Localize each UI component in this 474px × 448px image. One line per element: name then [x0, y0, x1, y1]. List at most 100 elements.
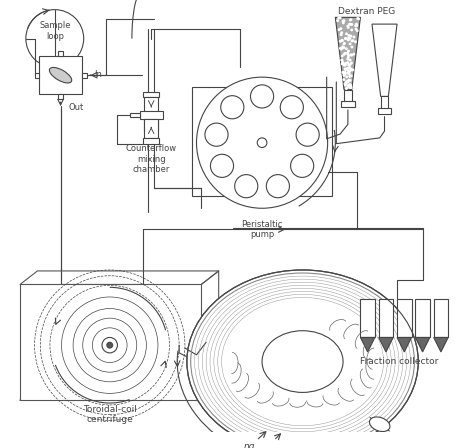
Circle shape [355, 23, 358, 26]
Circle shape [350, 39, 353, 42]
Circle shape [340, 31, 343, 34]
Bar [379, 299, 393, 337]
Circle shape [348, 84, 351, 86]
Circle shape [341, 55, 344, 57]
Circle shape [296, 123, 319, 146]
Circle shape [343, 43, 346, 45]
Circle shape [344, 71, 346, 74]
Circle shape [342, 72, 345, 74]
Circle shape [349, 18, 352, 21]
Circle shape [352, 53, 355, 56]
Bar [144, 91, 159, 97]
Bar [415, 299, 430, 337]
Circle shape [205, 123, 228, 146]
Circle shape [250, 85, 273, 108]
Circle shape [356, 17, 359, 20]
Circle shape [235, 175, 258, 198]
Circle shape [356, 29, 359, 32]
Circle shape [349, 63, 352, 66]
Text: Peristaltic
pump: Peristaltic pump [241, 220, 283, 239]
Bar [35, 73, 39, 78]
Circle shape [354, 40, 357, 43]
Bar [381, 96, 388, 111]
Bar [378, 108, 391, 114]
Circle shape [346, 80, 349, 83]
Circle shape [349, 68, 352, 70]
Circle shape [346, 61, 349, 64]
Bar [130, 113, 140, 116]
Circle shape [348, 37, 351, 40]
Circle shape [353, 35, 356, 39]
Circle shape [350, 29, 353, 31]
Circle shape [354, 24, 357, 27]
Circle shape [340, 33, 343, 36]
Polygon shape [397, 337, 411, 352]
Circle shape [355, 28, 357, 30]
Circle shape [337, 28, 340, 31]
Circle shape [347, 50, 350, 52]
Circle shape [344, 72, 346, 75]
Bar [145, 97, 158, 131]
Circle shape [351, 69, 354, 71]
Circle shape [210, 154, 234, 177]
Circle shape [349, 79, 352, 82]
Circle shape [343, 63, 346, 65]
Polygon shape [434, 337, 448, 352]
Bar [341, 101, 355, 107]
Circle shape [26, 10, 84, 68]
Text: Out: Out [68, 103, 83, 112]
Circle shape [349, 43, 352, 45]
Circle shape [347, 69, 350, 72]
Circle shape [349, 18, 352, 22]
Circle shape [221, 96, 244, 119]
Circle shape [347, 84, 350, 87]
Circle shape [339, 40, 342, 43]
Circle shape [348, 86, 352, 88]
Circle shape [346, 25, 349, 28]
Circle shape [337, 17, 340, 19]
Circle shape [345, 32, 348, 35]
Bar [145, 119, 158, 138]
Text: Dextran PEG: Dextran PEG [337, 7, 395, 16]
Polygon shape [372, 24, 397, 96]
Circle shape [348, 85, 351, 87]
Circle shape [338, 16, 341, 19]
Circle shape [345, 62, 347, 65]
Circle shape [344, 67, 346, 70]
Circle shape [257, 138, 267, 147]
Circle shape [280, 96, 303, 119]
Circle shape [349, 86, 352, 89]
Circle shape [344, 73, 346, 76]
Bar [191, 87, 332, 196]
Circle shape [346, 86, 349, 89]
Circle shape [102, 337, 118, 353]
Circle shape [342, 22, 345, 24]
Circle shape [347, 39, 350, 41]
Circle shape [344, 52, 346, 55]
Circle shape [348, 86, 351, 89]
Bar [434, 299, 448, 337]
Bar [360, 299, 375, 337]
Circle shape [344, 68, 347, 71]
Circle shape [343, 53, 346, 56]
Ellipse shape [262, 331, 343, 392]
Circle shape [345, 82, 347, 85]
Circle shape [349, 85, 352, 88]
Bar [144, 138, 159, 144]
Circle shape [341, 20, 345, 22]
Text: In: In [94, 70, 102, 79]
Circle shape [348, 23, 351, 26]
Circle shape [347, 36, 350, 39]
Circle shape [340, 59, 343, 61]
Polygon shape [379, 337, 393, 352]
Circle shape [350, 54, 353, 56]
Ellipse shape [187, 270, 418, 448]
Text: Counterflow
mixing
chamber: Counterflow mixing chamber [126, 144, 177, 174]
Circle shape [350, 23, 353, 26]
Circle shape [107, 342, 113, 348]
Bar [140, 111, 163, 119]
Circle shape [345, 37, 347, 40]
Circle shape [341, 46, 344, 48]
Circle shape [341, 62, 344, 65]
Circle shape [341, 62, 344, 65]
